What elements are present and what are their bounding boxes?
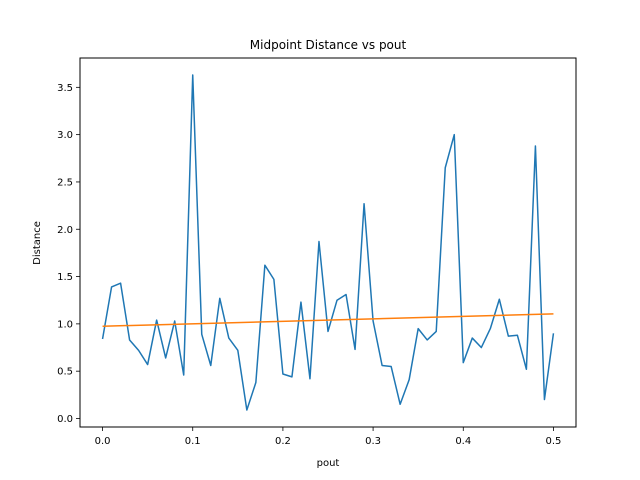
x-tick-label: 0.1 [185, 436, 201, 447]
y-tick-label: 1.0 [57, 319, 73, 330]
y-axis-ticks: 0.0 0.5 1.0 1.5 2.0 2.5 3.0 3.5 [57, 83, 80, 425]
plot-series [101, 74, 555, 411]
x-tick-label: 0.5 [546, 436, 562, 447]
axes-frame [79, 57, 577, 428]
x-tick-label: 0.3 [365, 436, 381, 447]
y-tick-label: 2.0 [57, 225, 73, 236]
y-tick-label: 3.5 [57, 83, 73, 94]
x-tick-label: 0.4 [455, 436, 471, 447]
x-axis-ticks: 0.0 0.1 0.2 0.3 0.4 0.5 [95, 427, 562, 447]
x-tick-label: 0.2 [275, 436, 291, 447]
y-tick-label: 3.0 [57, 130, 73, 141]
chart-title: Midpoint Distance vs pout [250, 38, 407, 52]
x-axis-label: pout [317, 458, 340, 469]
series-line-1 [101, 74, 555, 411]
series-line-2 [102, 313, 554, 327]
y-tick-label: 1.5 [57, 272, 73, 283]
y-tick-label: 0.5 [57, 367, 73, 378]
y-tick-label: 0.0 [57, 414, 73, 425]
x-tick-label: 0.0 [95, 436, 111, 447]
y-tick-label: 2.5 [57, 177, 73, 188]
y-axis-label: Distance [32, 221, 43, 265]
